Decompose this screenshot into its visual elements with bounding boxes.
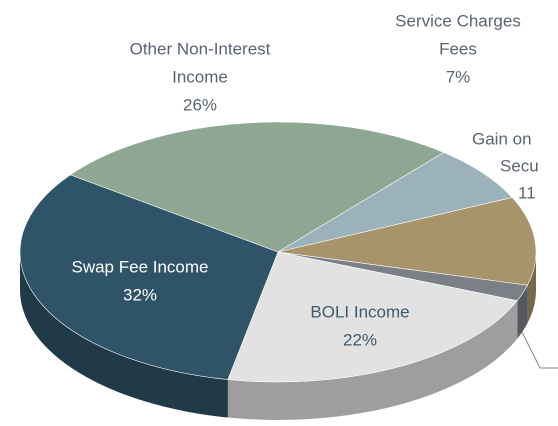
slice-label: Other Non-Interest (130, 39, 271, 58)
value-label: 22% (343, 330, 377, 349)
slice-label: Income (172, 67, 228, 86)
slice-side (517, 285, 528, 339)
slice-side (227, 300, 518, 420)
slice-label: Secu (500, 156, 539, 175)
slice-label: Fees (439, 39, 477, 58)
slice-label: Service Charges (395, 11, 521, 30)
value-label: 26% (183, 95, 217, 114)
slice-label: BOLI Income (310, 302, 409, 321)
slice (277, 197, 537, 286)
slice (19, 174, 279, 380)
slice (277, 152, 513, 253)
value-label: 7% (446, 67, 471, 86)
slice (69, 121, 445, 253)
leader-line (521, 331, 558, 369)
slice (227, 251, 518, 383)
value-label: 32% (123, 285, 157, 304)
slice-label: Gain on (472, 129, 532, 148)
slice-label: Swap Fee Income (71, 257, 208, 276)
slice-side (20, 252, 228, 418)
value-label: 11 (518, 183, 536, 202)
